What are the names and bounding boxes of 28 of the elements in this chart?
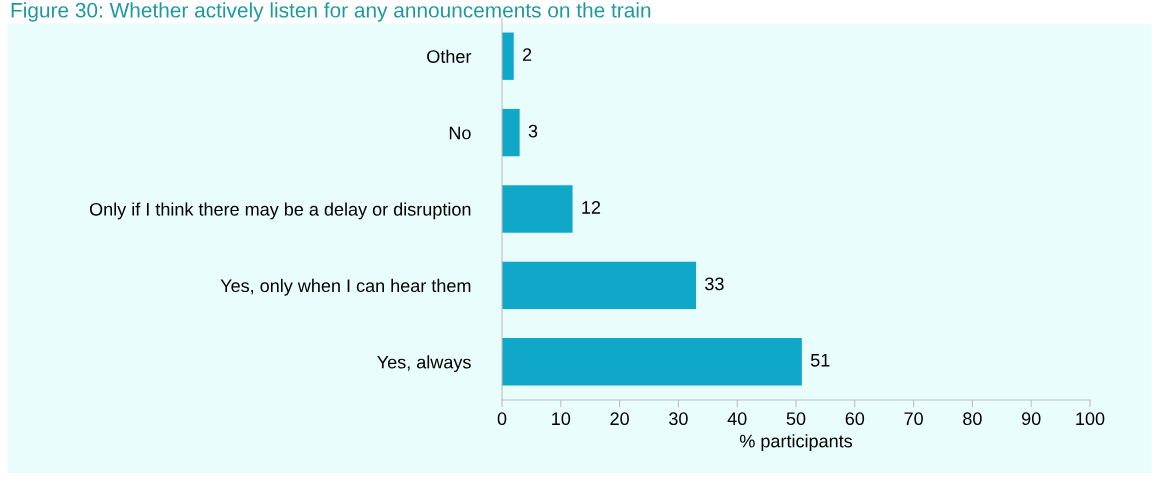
x-tick-label: 0 bbox=[497, 412, 507, 426]
y-tick-label: No bbox=[449, 126, 471, 140]
bar bbox=[502, 261, 697, 310]
x-tick-label: 50 bbox=[786, 412, 806, 426]
x-tick-label: 20 bbox=[610, 412, 629, 426]
bar bbox=[502, 32, 514, 80]
x-tick-label: 40 bbox=[727, 412, 747, 426]
data-label: 2 bbox=[523, 48, 532, 61]
data-label: 3 bbox=[528, 124, 538, 138]
x-tick-label: 90 bbox=[1022, 412, 1041, 426]
data-label: 33 bbox=[705, 277, 724, 291]
bar bbox=[502, 338, 802, 386]
data-label: 12 bbox=[582, 201, 601, 214]
x-tick-label: 60 bbox=[845, 412, 865, 426]
x-tick-label: 10 bbox=[552, 412, 571, 426]
bar bbox=[502, 108, 520, 157]
x-tick-label: 100 bbox=[1076, 412, 1105, 426]
y-tick-label: Yes, only when I can hear them bbox=[220, 278, 471, 296]
data-label: 51 bbox=[810, 354, 830, 367]
y-tick-label: Yes, always bbox=[377, 355, 471, 373]
y-tick-label: Other bbox=[427, 49, 472, 63]
x-tick-label: 70 bbox=[904, 412, 923, 426]
x-tick-label: 30 bbox=[669, 412, 688, 426]
x-axis-title: % participants bbox=[739, 434, 853, 452]
bar bbox=[502, 185, 573, 233]
y-tick-label: Only if I think there may be a delay or disruption bbox=[89, 202, 471, 220]
text: Figure 30: Whether actively listen for any announcements on the train bbox=[11, 2, 651, 22]
x-tick-label: 80 bbox=[963, 412, 982, 426]
